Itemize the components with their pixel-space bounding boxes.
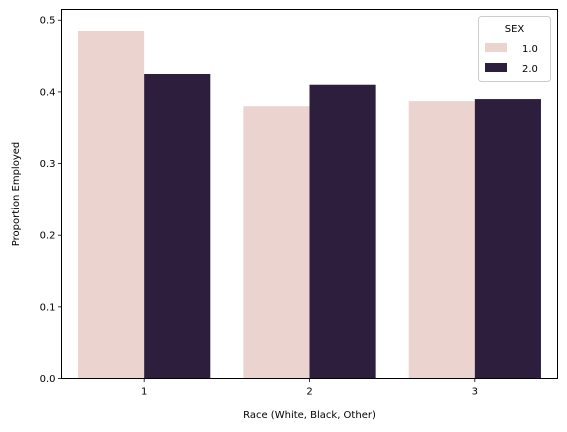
legend: SEX 1.0 2.0 <box>478 16 551 82</box>
bar-series1-cat1 <box>78 30 145 379</box>
y-tick-label: 0.2 <box>40 231 56 242</box>
x-axis-ticks: 1 2 3 <box>141 378 478 398</box>
y-axis-label: Proportion Employed <box>11 142 22 247</box>
y-axis-ticks: 0.0 0.1 0.2 0.3 0.4 0.5 <box>40 16 62 385</box>
x-tick-label: 3 <box>472 387 478 398</box>
x-tick-label: 2 <box>306 387 312 398</box>
bar-series2-cat3 <box>474 99 541 379</box>
x-axis-label: Race (White, Black, Other) <box>243 410 376 421</box>
legend-label-1: 1.0 <box>522 44 538 55</box>
legend-title: SEX <box>505 24 525 35</box>
bar-series2-cat1 <box>144 73 211 379</box>
y-tick-label: 0.1 <box>40 302 56 313</box>
legend-swatch-2 <box>485 63 507 72</box>
bar-series1-cat2 <box>243 106 310 379</box>
bar-series1-cat3 <box>408 101 475 379</box>
y-tick-label: 0.5 <box>40 16 56 27</box>
legend-swatch-1 <box>485 43 507 52</box>
y-tick-label: 0.3 <box>40 159 56 170</box>
y-tick-label: 0.4 <box>40 87 56 98</box>
bar-series2-cat2 <box>309 84 376 379</box>
bars-group <box>78 30 541 379</box>
x-tick-label: 1 <box>141 387 147 398</box>
y-tick-label: 0.0 <box>40 374 56 385</box>
plot-frame <box>61 9 558 379</box>
legend-label-2: 2.0 <box>522 64 538 75</box>
